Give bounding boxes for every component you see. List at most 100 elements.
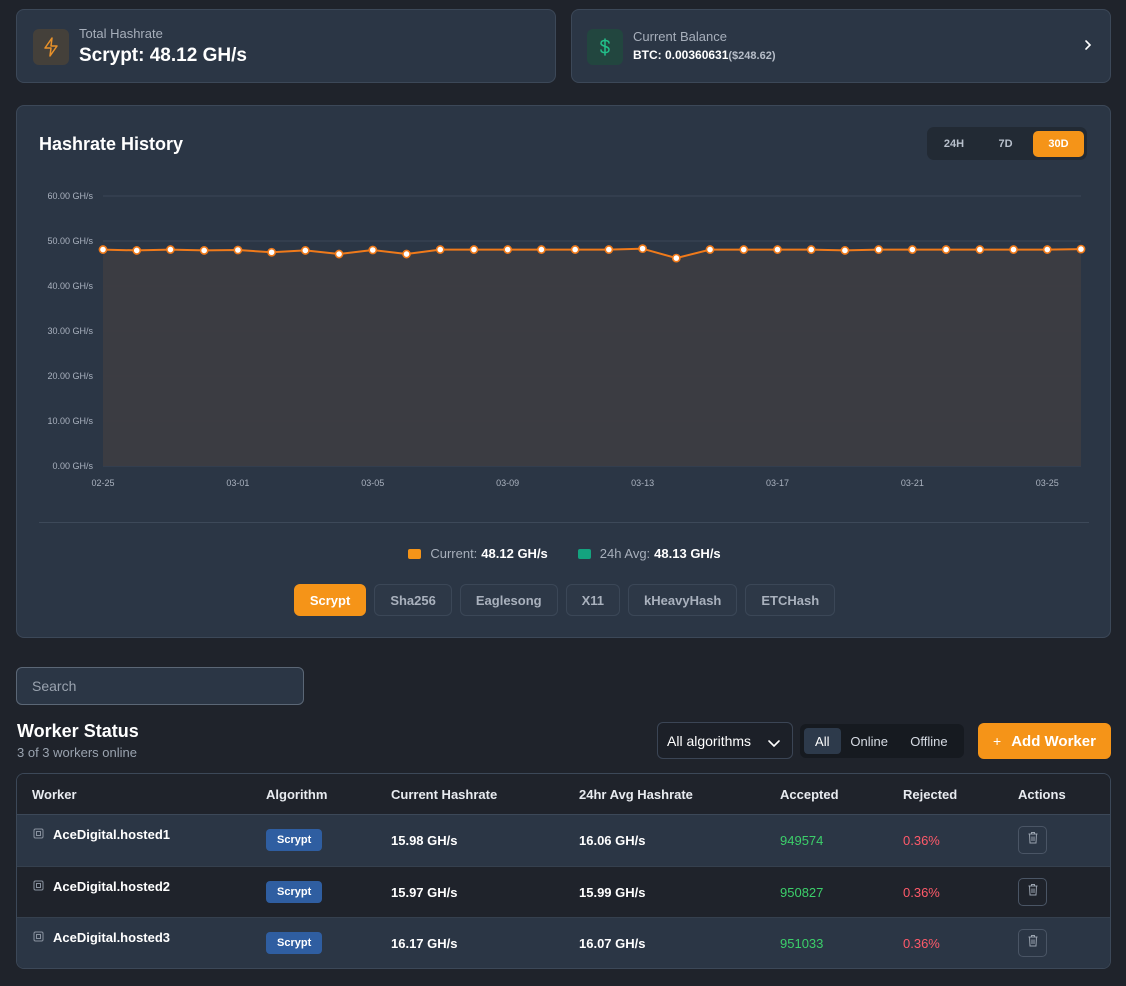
accepted-count: 949574 [780,833,824,848]
x-tick-label: 03-25 [1036,478,1059,488]
data-point [840,246,850,255]
col-current-hashrate: Current Hashrate [391,787,498,802]
rejected-rate: 0.36% [903,885,940,900]
worker-name: AceDigital.hosted2 [53,879,171,894]
col-accepted: Accepted [780,787,839,802]
col-avg-hashrate: 24hr Avg Hashrate [579,787,693,802]
hashrate-points [98,244,1086,263]
range-tab-30d[interactable]: 30D [1033,130,1084,157]
x-axis-labels: 02-25 03-01 03-05 03-09 03-13 03-17 03-21 03-25 [91,478,1058,488]
chevron-down-icon [767,735,781,751]
total-hashrate-card: Total Hashrate Scrypt: 48.12 GH/s [16,9,556,83]
algorithm-select[interactable]: All algorithms [657,722,793,759]
data-point [166,245,175,254]
chart-divider [39,522,1089,523]
data-point [267,247,277,257]
table-header: Worker Algorithm Current Hashrate 24hr A… [17,774,1110,815]
worker-table: Worker Algorithm Current Hashrate 24hr A… [16,773,1111,969]
total-hashrate-label: Total Hashrate [79,26,163,41]
algo-tab-scrypt[interactable]: Scrypt [293,584,367,616]
worker-name: AceDigital.hosted1 [53,827,171,842]
data-point [1042,245,1052,254]
avg-hashrate: 16.06 GH/s [579,833,646,848]
add-worker-button[interactable]: + Add Worker [978,723,1111,759]
lightning-icon [33,29,69,65]
worker-status-subtitle: 3 of 3 workers online [17,745,137,760]
legend-avg-value: 48.13 GH/s [654,546,721,561]
data-point [368,245,378,255]
chevron-right-icon [1084,38,1092,56]
usd-balance: ($248.62) [728,50,776,62]
y-tick-label: 10.00 GH/s [47,416,93,426]
trash-icon [1027,831,1039,849]
avg-hashrate: 16.07 GH/s [579,936,646,951]
dollar-icon [587,29,623,65]
data-point [233,245,243,255]
data-point [739,245,749,254]
col-algorithm: Algorithm [266,787,328,802]
range-tab-24h[interactable]: 24H [943,137,965,150]
chip-icon [33,879,44,894]
rejected-rate: 0.36% [903,936,940,951]
data-point [334,249,344,259]
accepted-count: 951033 [780,936,824,951]
data-point [773,245,782,254]
data-point [1076,244,1086,254]
chip-icon [33,930,44,945]
plus-icon: + [993,733,1002,749]
hashrate-chart: 0.00 GH/s 10.00 GH/s 20.00 GH/s 30.00 GH/s 4… [47,191,1086,488]
data-point [199,246,209,255]
x-tick-label: 03-13 [631,478,654,488]
data-point [435,245,445,254]
data-point [1009,245,1018,254]
worker-status-title: Worker Status [17,721,139,741]
y-tick-label: 60.00 GH/s [47,191,93,201]
current-hashrate: 16.17 GH/s [391,936,458,951]
algo-tab-kheavyhash[interactable]: kHeavyHash [628,584,738,616]
data-point [537,245,546,254]
legend-current-label: Current: [430,546,478,561]
table-row: AceDigital.hosted1 Scrypt 15.98 GH/s 16.… [17,815,1110,866]
data-point [300,246,310,255]
worker-name: AceDigital.hosted3 [53,930,171,945]
data-point [638,244,647,254]
search-input[interactable] [16,667,304,705]
table-row: AceDigital.hosted2 Scrypt 15.97 GH/s 15.… [17,866,1110,917]
x-tick-label: 03-01 [226,478,249,488]
trash-icon [1027,934,1039,952]
delete-worker-button[interactable] [1018,878,1047,906]
worker-name-cell: AceDigital.hosted3 [33,930,170,945]
legend-current-swatch [408,548,422,559]
algo-tab-eaglesong[interactable]: Eaglesong [459,584,558,616]
x-tick-label: 02-25 [91,478,114,488]
y-tick-label: 30.00 GH/s [47,326,93,336]
filter-offline[interactable]: Offline [910,733,948,749]
chip-icon [33,827,44,842]
algorithm-tabs: Scrypt Sha256 Eaglesong X11 kHeavyHash E… [17,584,1112,616]
add-worker-label: Add Worker [1011,732,1096,750]
delete-worker-button[interactable] [1018,929,1047,957]
col-rejected: Rejected [903,787,958,802]
filter-online[interactable]: Online [850,733,888,749]
range-tab-7d[interactable]: 7D [998,137,1013,150]
legend-avg-swatch [577,548,591,559]
delete-worker-button[interactable] [1018,826,1047,854]
total-hashrate-value: Scrypt: 48.12 GH/s [79,45,247,66]
current-hashrate: 15.97 GH/s [391,885,458,900]
filter-all[interactable]: All [804,728,841,754]
algo-tab-x11[interactable]: X11 [565,584,621,616]
legend-avg: 24h Avg: 48.13 GH/s [577,546,721,561]
range-tabs: 24H 7D 30D [927,127,1087,160]
y-tick-label: 40.00 GH/s [47,281,93,291]
data-point [806,245,816,254]
col-actions: Actions [1018,787,1066,802]
data-point [604,245,614,254]
worker-name-cell: AceDigital.hosted2 [33,879,170,894]
algo-tab-sha256[interactable]: Sha256 [374,584,452,616]
x-tick-label: 03-21 [901,478,924,488]
hashrate-history-card: Hashrate History 24H 7D 30D 0.00 GH/s 10.… [16,105,1111,638]
legend-avg-label: 24h Avg: [599,546,651,561]
data-point [402,249,411,259]
algo-tab-etchash[interactable]: ETCHash [745,584,836,616]
current-balance-card[interactable]: Current Balance BTC: 0.00360631($248.62) [571,9,1111,83]
